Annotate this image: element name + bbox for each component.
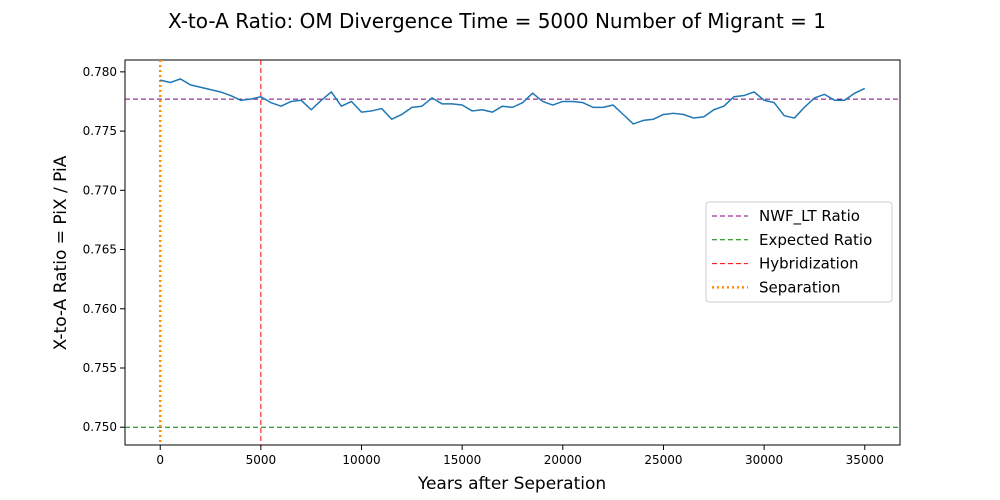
y-axis: 0.750 0.755 0.760 0.765 0.770 0.775 0.780	[83, 65, 125, 434]
legend-label: Hybridization	[759, 255, 859, 273]
plot-frame	[124, 59, 901, 446]
x-tick-label: 5000	[246, 453, 277, 467]
x-tick-label: 35000	[846, 453, 884, 467]
y-tick-label: 0.750	[83, 420, 117, 434]
x-tick-label: 30000	[745, 453, 783, 467]
y-tick-label: 0.760	[83, 302, 117, 316]
y-axis-label: X-to-A Ratio = PiX / PiA	[51, 155, 71, 350]
reference-lines	[125, 60, 900, 445]
y-tick-label: 0.775	[83, 124, 117, 138]
legend-box	[705, 201, 893, 303]
x-tick-label: 15000	[443, 453, 481, 467]
x-tick-label: 0	[156, 453, 164, 467]
y-tick-label: 0.770	[83, 183, 117, 197]
legend: NWF_LT Ratio Expected Ratio Hybridization S…	[705, 201, 893, 303]
legend-label: Separation	[759, 278, 841, 296]
x-axis: 0 5000 10000 15000 20000 25000 30000 35000	[156, 445, 884, 467]
legend-label: NWF_LT Ratio	[759, 207, 860, 226]
x-tick-label: 25000	[644, 453, 682, 467]
legend-label: Expected Ratio	[759, 231, 872, 249]
x-tick-label: 20000	[544, 453, 582, 467]
y-tick-label: 0.755	[83, 361, 117, 375]
y-tick-label: 0.780	[83, 65, 117, 79]
data-series-line	[160, 78, 866, 125]
series-layer	[160, 78, 866, 125]
x-tick-label: 10000	[342, 453, 380, 467]
chart-title: X-to-A Ratio: OM Divergence Time = 5000 …	[168, 9, 826, 33]
y-tick-label: 0.765	[83, 243, 117, 257]
x-axis-label: Years after Seperation	[417, 474, 606, 494]
